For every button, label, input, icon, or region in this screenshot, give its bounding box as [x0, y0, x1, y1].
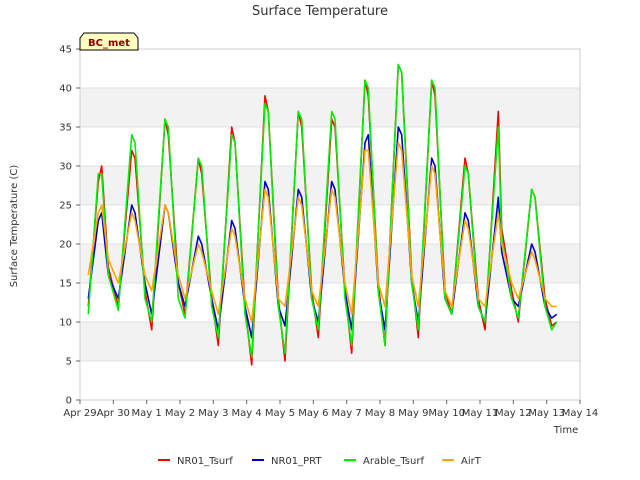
legend: NR01_Tsurf NR01_PRT Arable_Tsurf AirT: [158, 456, 482, 467]
x-tick-label: May 12: [495, 408, 532, 419]
y-tick-label: 20: [59, 240, 72, 251]
y-tick-label: 15: [59, 279, 72, 290]
series-lines: [87, 63, 558, 366]
y-tick-label: 45: [59, 45, 72, 56]
x-tick-label: May 7: [332, 408, 362, 419]
x-tick-label: May 2: [165, 408, 195, 419]
y-tick-label: 40: [59, 84, 72, 95]
y-tick-label: 35: [59, 123, 72, 134]
series-line-airt: [87, 141, 557, 323]
y-axis-label: Surface Temperature (C): [9, 165, 20, 288]
y-tick-label: 10: [59, 318, 72, 329]
x-tick-label: May 8: [365, 408, 395, 419]
x-tick-label: May 4: [232, 408, 262, 419]
y-axis-ticks: 0 5 10 15 20 25 30 35 40 45: [59, 45, 80, 407]
legend-label-arable-tsurf: Arable_Tsurf: [363, 456, 424, 467]
site-badge-box: [79, 32, 139, 51]
y-tick-label: 5: [66, 357, 72, 368]
grid-band: [80, 322, 580, 361]
x-axis-ticks: Apr 29 Apr 30 May 1 May 2 May 3 May 4 May 5 May…: [63, 400, 598, 419]
y-tick-label: 0: [66, 396, 72, 407]
plot-area-border: [79, 48, 581, 401]
legend-label-nr01-prt: NR01_PRT: [271, 456, 322, 467]
x-tick-label: May 10: [428, 408, 465, 419]
chart-title: Surface Temperature: [252, 4, 388, 19]
x-tick-label: Apr 29: [63, 408, 96, 419]
site-badge-label: BC_met: [88, 38, 130, 49]
grid-bands: [80, 88, 580, 361]
x-tick-label: May 11: [462, 408, 499, 419]
grid-band: [80, 244, 580, 283]
y-tick-label: 30: [59, 162, 72, 173]
x-tick-label: May 1: [132, 408, 162, 419]
x-tick-label: May 14: [562, 408, 599, 419]
y-tick-label: 25: [59, 201, 72, 212]
x-tick-label: May 3: [198, 408, 228, 419]
series-line-arable-tsurf: [87, 63, 558, 358]
x-tick-label: May 9: [398, 408, 428, 419]
x-axis-label: Time: [553, 425, 578, 436]
legend-label-airt: AirT: [461, 456, 482, 467]
x-tick-label: May 13: [528, 408, 565, 419]
x-tick-label: May 5: [265, 408, 295, 419]
legend-label-nr01-tsurf: NR01_Tsurf: [177, 456, 233, 467]
grid-band: [80, 88, 580, 127]
x-tick-label: May 6: [298, 408, 328, 419]
x-tick-label: Apr 30: [97, 408, 130, 419]
site-badge: BC_met: [79, 32, 139, 51]
